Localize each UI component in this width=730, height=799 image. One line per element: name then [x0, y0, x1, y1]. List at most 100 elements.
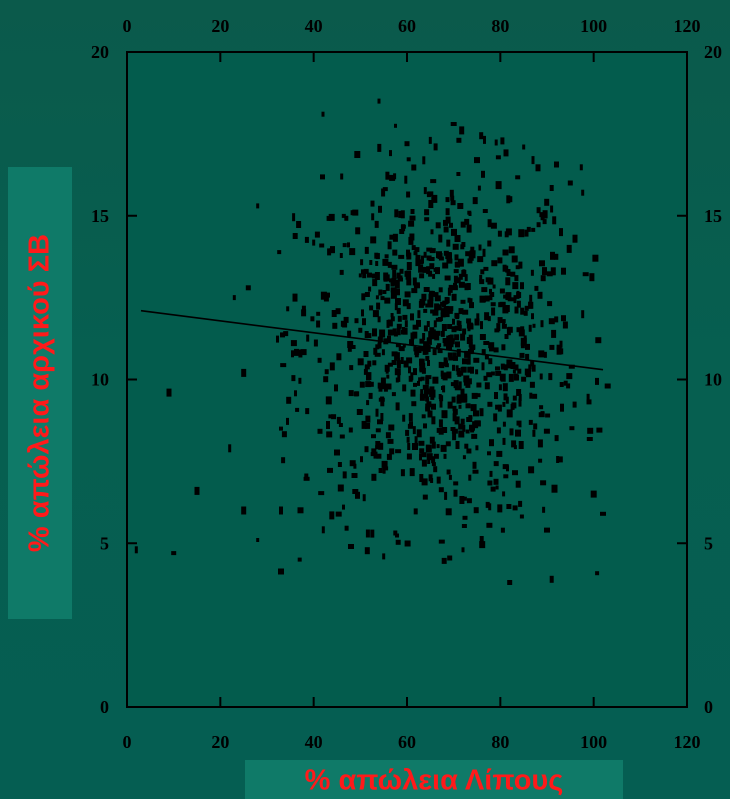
y-right-tick-label: 10 [704, 370, 722, 390]
data-point [528, 324, 532, 332]
data-point [514, 306, 519, 314]
data-point [460, 366, 465, 371]
data-point [376, 453, 382, 459]
data-point [332, 322, 338, 329]
data-point [546, 271, 553, 277]
data-point [363, 368, 368, 375]
data-point [419, 358, 423, 366]
data-point [438, 287, 443, 293]
data-point [368, 286, 372, 292]
data-point [515, 429, 521, 437]
data-point [411, 401, 417, 407]
data-point [442, 427, 448, 433]
data-point [370, 200, 375, 207]
data-point [558, 348, 564, 355]
data-point [245, 285, 251, 291]
data-point [359, 381, 365, 388]
data-point [416, 429, 422, 438]
data-point [503, 393, 508, 401]
data-point [292, 293, 298, 302]
data-point [559, 382, 564, 387]
data-point [514, 275, 519, 282]
data-point [454, 325, 460, 331]
data-point [281, 431, 287, 438]
data-point [483, 266, 489, 271]
data-point [342, 471, 347, 479]
data-point [396, 273, 401, 279]
y-tick-label: 0 [100, 697, 109, 717]
data-point [412, 331, 418, 339]
data-point [389, 174, 396, 181]
data-point [286, 396, 292, 404]
data-point [505, 277, 511, 286]
data-point [430, 309, 437, 314]
data-point [364, 292, 370, 297]
data-point [493, 461, 499, 467]
data-point [436, 427, 441, 433]
data-point [566, 383, 571, 389]
data-point [441, 324, 447, 331]
data-point [428, 474, 433, 482]
data-point [504, 334, 509, 339]
data-point [472, 461, 477, 469]
data-point [365, 415, 371, 423]
data-point [443, 226, 449, 233]
data-point [418, 440, 425, 446]
data-point [411, 245, 416, 251]
data-point [375, 441, 381, 446]
data-point [536, 207, 541, 214]
data-point [458, 273, 463, 280]
data-point [479, 295, 486, 303]
data-point [499, 301, 506, 307]
data-point [436, 476, 441, 484]
data-point [481, 170, 485, 178]
data-point [387, 438, 394, 444]
data-point [559, 228, 563, 237]
data-point [323, 294, 329, 302]
data-point [446, 340, 451, 347]
data-point [381, 460, 388, 468]
data-point [318, 491, 325, 496]
data-point [456, 395, 462, 404]
data-point [528, 301, 533, 309]
data-point [425, 396, 430, 402]
data-point [528, 466, 535, 474]
data-point [352, 209, 359, 216]
data-point [324, 369, 329, 375]
data-point [550, 251, 555, 260]
data-point [389, 278, 394, 283]
data-point [389, 448, 395, 455]
data-point [281, 457, 286, 464]
data-point [567, 180, 573, 186]
data-point [334, 449, 340, 456]
data-point [453, 275, 458, 283]
data-point [342, 504, 345, 510]
data-point [434, 303, 440, 311]
data-point [319, 243, 325, 248]
data-point [533, 423, 538, 430]
data-point [465, 403, 471, 409]
data-point [540, 411, 545, 417]
data-point [425, 444, 432, 453]
data-point [455, 313, 460, 320]
data-point [488, 342, 495, 349]
data-point [460, 388, 465, 397]
data-point [411, 288, 418, 294]
data-point [280, 363, 287, 368]
data-point [489, 439, 494, 447]
data-point [455, 341, 460, 348]
data-point [364, 246, 369, 254]
data-point [525, 353, 530, 360]
data-point [431, 389, 436, 398]
data-point [400, 210, 405, 219]
data-point [562, 321, 568, 329]
data-point [419, 453, 422, 461]
data-point [347, 330, 352, 337]
data-point [464, 218, 470, 225]
data-point [375, 261, 379, 266]
data-point [414, 247, 420, 253]
data-point [539, 405, 544, 410]
data-point [495, 155, 501, 160]
data-point [317, 357, 322, 363]
data-point [475, 445, 479, 451]
